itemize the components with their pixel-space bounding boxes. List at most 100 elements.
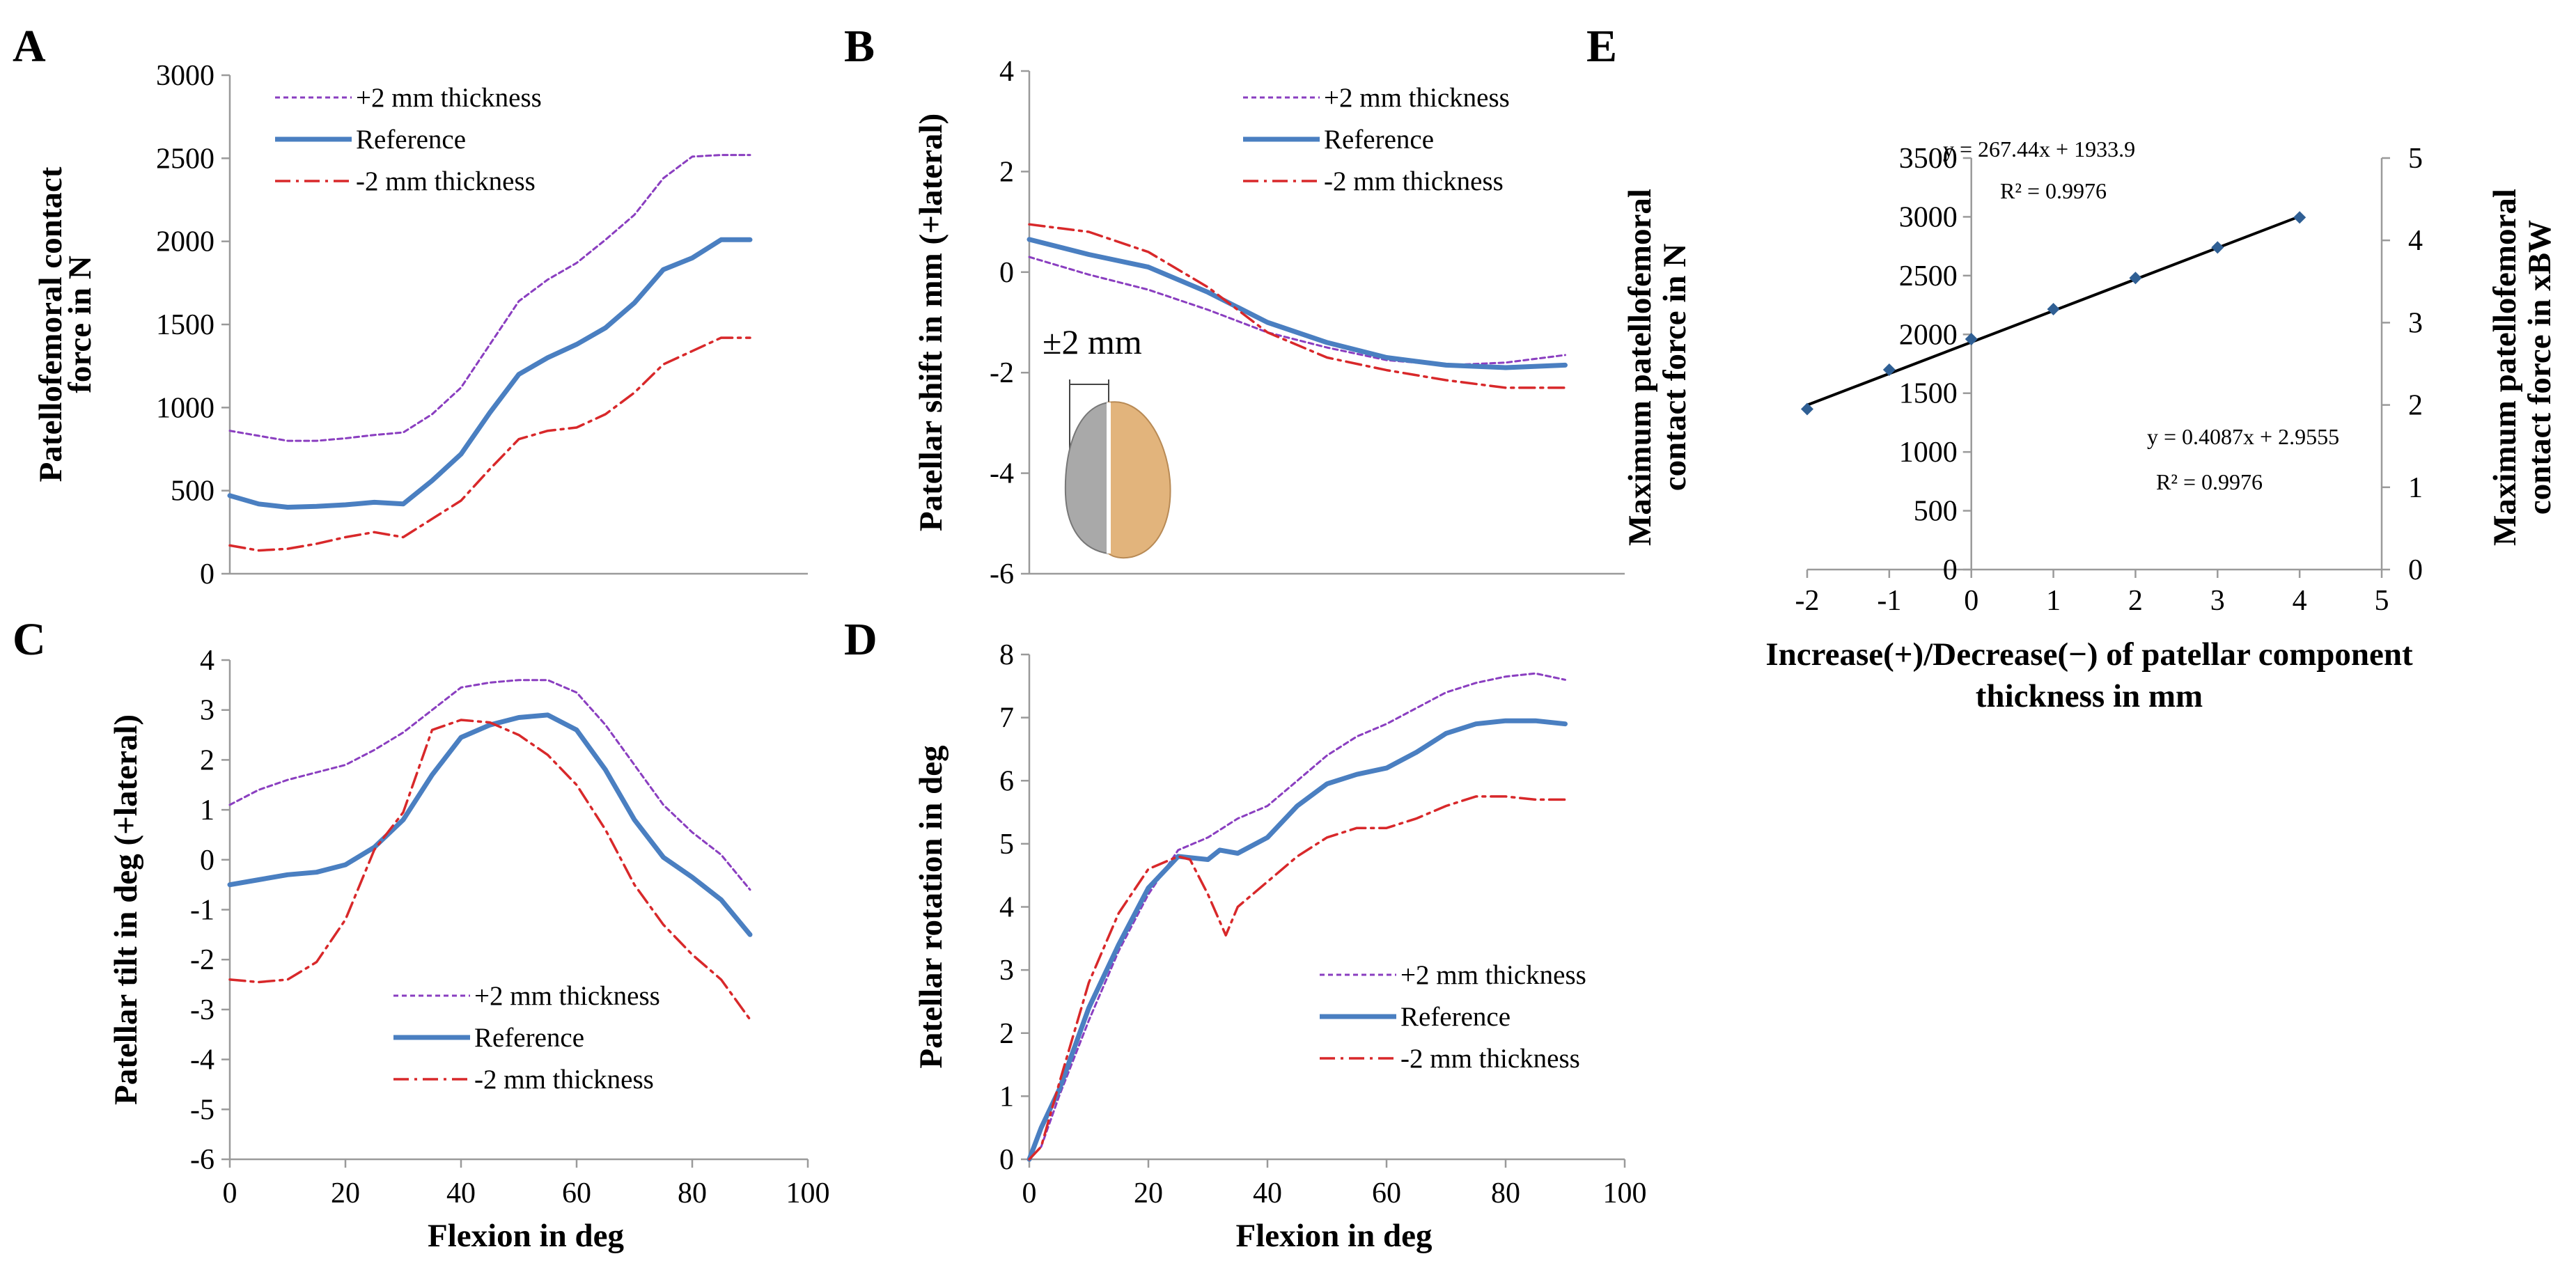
y-tick-label: 500 [171,476,214,508]
y-tick-label: 0 [999,257,1014,289]
legend-label: Reference [1324,125,1434,155]
y-axis-label-left: Maximum patellofemoral [1622,189,1658,546]
y-tick-label: 4 [200,645,214,677]
panel-letter-e: E [1586,21,1617,72]
panel-e-chart: 0 500 1000 1500 2000 2500 3000 3500 0 1 2 3 4 5 -2 -1 0 1… [1622,136,2558,714]
series-line-plus2 [1028,256,1566,366]
y-tick-label: -6 [990,558,1014,590]
x-tick-label: 0 [1022,1177,1037,1209]
legend-label: Reference [356,125,466,155]
y-tick-label-left: 2500 [1899,260,1958,292]
x-tick-label: 40 [446,1177,476,1209]
y-tick-label: 1500 [156,309,214,341]
y-tick-label: -5 [190,1094,214,1126]
data-point [2293,211,2306,224]
y-tick-label: 0 [999,1144,1014,1176]
y-axis-label: Patellar rotation in deg [913,745,949,1069]
x-tick-label: 80 [678,1177,707,1209]
y-tick-label: 3 [999,955,1014,987]
x-tick-label: 3 [2210,585,2225,617]
y-tick-label-left: 1000 [1899,437,1958,469]
y-tick-label: 2 [999,1018,1014,1050]
series-line-reference [227,712,753,937]
y-tick-label-left: 0 [1943,554,1958,586]
x-tick-label: -2 [1795,585,1820,617]
legend-label: Reference [474,1023,584,1053]
y-tick-label: 2500 [156,143,214,175]
y-tick-label: 6 [999,765,1014,797]
legend-label: -2 mm thickness [1400,1044,1580,1074]
x-axis-label: Flexion in deg [1235,1218,1433,1254]
y-tick-label: 0 [200,558,214,590]
y-tick-label: 1000 [156,392,214,424]
equation-left: y = 267.44x + 1933.9 [1943,136,2135,162]
inset-thickness-label: ±2 mm [1043,322,1142,361]
y-tick-label: 7 [999,703,1014,735]
x-tick-label: -1 [1877,585,1901,617]
y-tick-label-right: 2 [2408,390,2423,422]
panel-letter-c: C [13,614,46,665]
data-point [2047,302,2060,315]
series-line-plus2 [228,679,751,891]
y-tick-label: 3000 [156,60,214,92]
y-tick-label: 2 [999,156,1014,188]
series-line-plus2 [1028,672,1566,1161]
x-tick-label: 20 [331,1177,360,1209]
panel-b-chart: -6 -4 -2 0 2 4 Patellar shift in mm (+lateral)… [913,56,1625,590]
data-point [1882,363,1896,376]
y-tick-label: 5 [999,829,1014,861]
y-tick-label: -4 [990,458,1014,490]
equation-right: y = 0.4087x + 2.9555 [2147,424,2339,449]
series-line-minus2 [1028,223,1567,389]
r2-left: R² = 0.9976 [2000,178,2107,203]
x-tick-label: 1 [2046,585,2061,617]
x-tick-label: 100 [786,1177,830,1209]
series-line-minus2 [228,336,751,552]
y-axis-label-left: contact force in N [1657,244,1693,491]
y-axis-label-right: Maximum patellofemoral [2487,189,2523,546]
x-tick-label: 2 [2128,585,2143,617]
series-line-reference [1027,718,1568,1162]
y-tick-label: -1 [190,895,214,927]
series-line-minus2 [1028,795,1567,1161]
patella-component-gray [1064,401,1109,555]
x-tick-label: 100 [1603,1177,1647,1209]
legend-label: +2 mm thickness [1324,83,1510,113]
y-tick-label: 3 [200,695,214,727]
y-tick-label: -4 [190,1044,214,1076]
legend-label: +2 mm thickness [356,83,542,113]
y-tick-label: 4 [999,56,1014,88]
panel-a-chart: 0 500 1000 1500 2000 2500 3000 Patellofemoral c… [33,60,808,590]
data-point [2211,241,2224,254]
x-axis-label: Increase(+)/Decrease(−) of patellar comp… [1765,636,2413,673]
x-tick-label: 20 [1134,1177,1163,1209]
legend-label: -2 mm thickness [1324,166,1504,196]
x-axis-label: Flexion in deg [428,1218,625,1254]
panel-letter-d: D [844,614,877,665]
legend-label: -2 mm thickness [474,1065,654,1095]
y-axis-label: Patellofemoral contact [33,166,69,482]
y-axis-label-right: contact force in xBW [2522,220,2558,515]
panel-letter-b: B [844,21,875,72]
x-tick-label: 60 [1372,1177,1401,1209]
y-axis-label: Patellar shift in mm (+lateral) [913,113,949,531]
y-tick-label: 2000 [156,226,214,258]
x-tick-label: 60 [562,1177,591,1209]
y-tick-label: 0 [200,845,214,877]
legend-label: +2 mm thickness [474,981,660,1011]
y-tick-label-left: 500 [1914,496,1958,528]
series-line-reference [227,237,753,510]
y-tick-label-left: 1500 [1899,378,1958,410]
patella-bone-tan [1108,401,1171,559]
y-tick-label: -2 [990,357,1014,389]
y-tick-label: 1 [200,794,214,826]
y-axis-label: Patellar tilt in deg (+lateral) [108,714,144,1105]
y-tick-label: 2 [200,744,214,776]
y-tick-label: -2 [190,944,214,976]
x-axis-label: thickness in mm [1976,678,2203,714]
y-tick-label-left: 3000 [1899,201,1958,233]
y-tick-label-left: 2000 [1899,319,1958,351]
legend-label: +2 mm thickness [1400,960,1586,990]
y-tick-label-right: 4 [2408,225,2423,257]
